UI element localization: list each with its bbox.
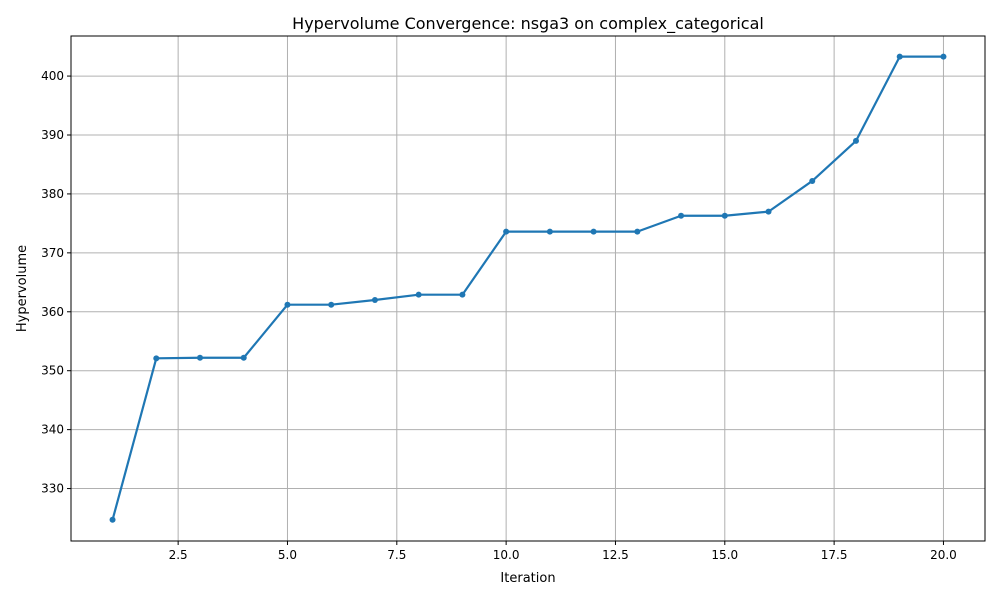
data-point [284,301,291,308]
data-point [721,212,728,219]
data-point [109,516,116,523]
x-tick-label: 17.5 [821,548,848,562]
data-point [153,355,160,362]
grid [71,36,985,541]
chart-title: Hypervolume Convergence: nsga3 on comple… [292,14,764,34]
x-tick-label: 15.0 [711,548,738,562]
data-point [678,212,685,219]
x-tick-label: 12.5 [602,548,629,562]
x-tick-label: 7.5 [387,548,406,562]
x-tick-label: 2.5 [169,548,188,562]
y-tick-label: 360 [41,305,64,319]
data-point [896,53,903,60]
data-point [852,137,859,144]
data-point [503,228,510,235]
y-axis-label: Hypervolume [15,245,30,332]
series-line [111,55,944,521]
data-point [240,354,247,361]
data-point [371,296,378,303]
data-point [197,354,204,361]
x-tick-label: 20.0 [930,548,957,562]
y-tick-label: 330 [41,482,64,496]
x-tick-label: 5.0 [278,548,297,562]
y-axis-ticks: 330 340 350 360 370 380 390 400 [41,69,71,496]
data-point [328,301,335,308]
y-tick-label: 340 [41,423,64,437]
x-axis-ticks: 2.5 5.0 7.5 10.0 12.5 15.0 17.5 20.0 [169,541,957,562]
data-point [590,228,597,235]
data-point [809,177,816,184]
data-point [415,291,422,298]
plot-frame [70,35,986,542]
x-tick-label: 10.0 [493,548,520,562]
data-point [765,208,772,215]
y-tick-label: 390 [41,128,64,142]
data-point [546,228,553,235]
data-point [634,228,641,235]
data-point [459,291,466,298]
x-axis-label: Iteration [500,571,555,586]
y-tick-label: 400 [41,69,64,83]
y-tick-label: 380 [41,187,64,201]
y-tick-label: 350 [41,364,64,378]
series-layer [109,53,947,523]
data-point [940,53,947,60]
y-tick-label: 370 [41,246,64,260]
